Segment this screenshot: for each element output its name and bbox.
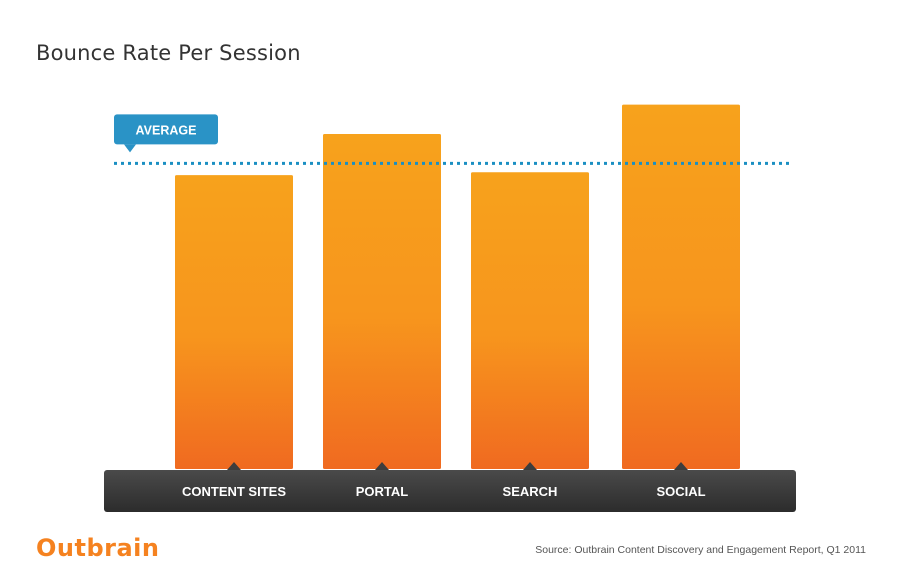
category-axis-band [104, 470, 796, 512]
bar-social [622, 104, 740, 469]
average-label: AVERAGE [136, 123, 197, 137]
x-tick-label: SOCIAL [656, 484, 705, 499]
axis-pointer [375, 462, 389, 470]
bar-portal [323, 134, 441, 469]
x-tick-label: SEARCH [503, 484, 558, 499]
x-tick-label: PORTAL [356, 484, 409, 499]
axis-pointer [227, 462, 241, 470]
axis-pointer [674, 462, 688, 470]
bar-content-sites [175, 175, 293, 469]
axis-pointer [523, 462, 537, 470]
bar-search [471, 172, 589, 469]
outbrain-logo: Outbrain [36, 534, 160, 562]
x-tick-label: CONTENT SITES [182, 484, 286, 499]
chart-title: Bounce Rate Per Session [36, 41, 301, 65]
source-note: Source: Outbrain Content Discovery and E… [535, 544, 866, 556]
average-badge [114, 114, 218, 145]
average-badge-pointer [124, 144, 136, 153]
